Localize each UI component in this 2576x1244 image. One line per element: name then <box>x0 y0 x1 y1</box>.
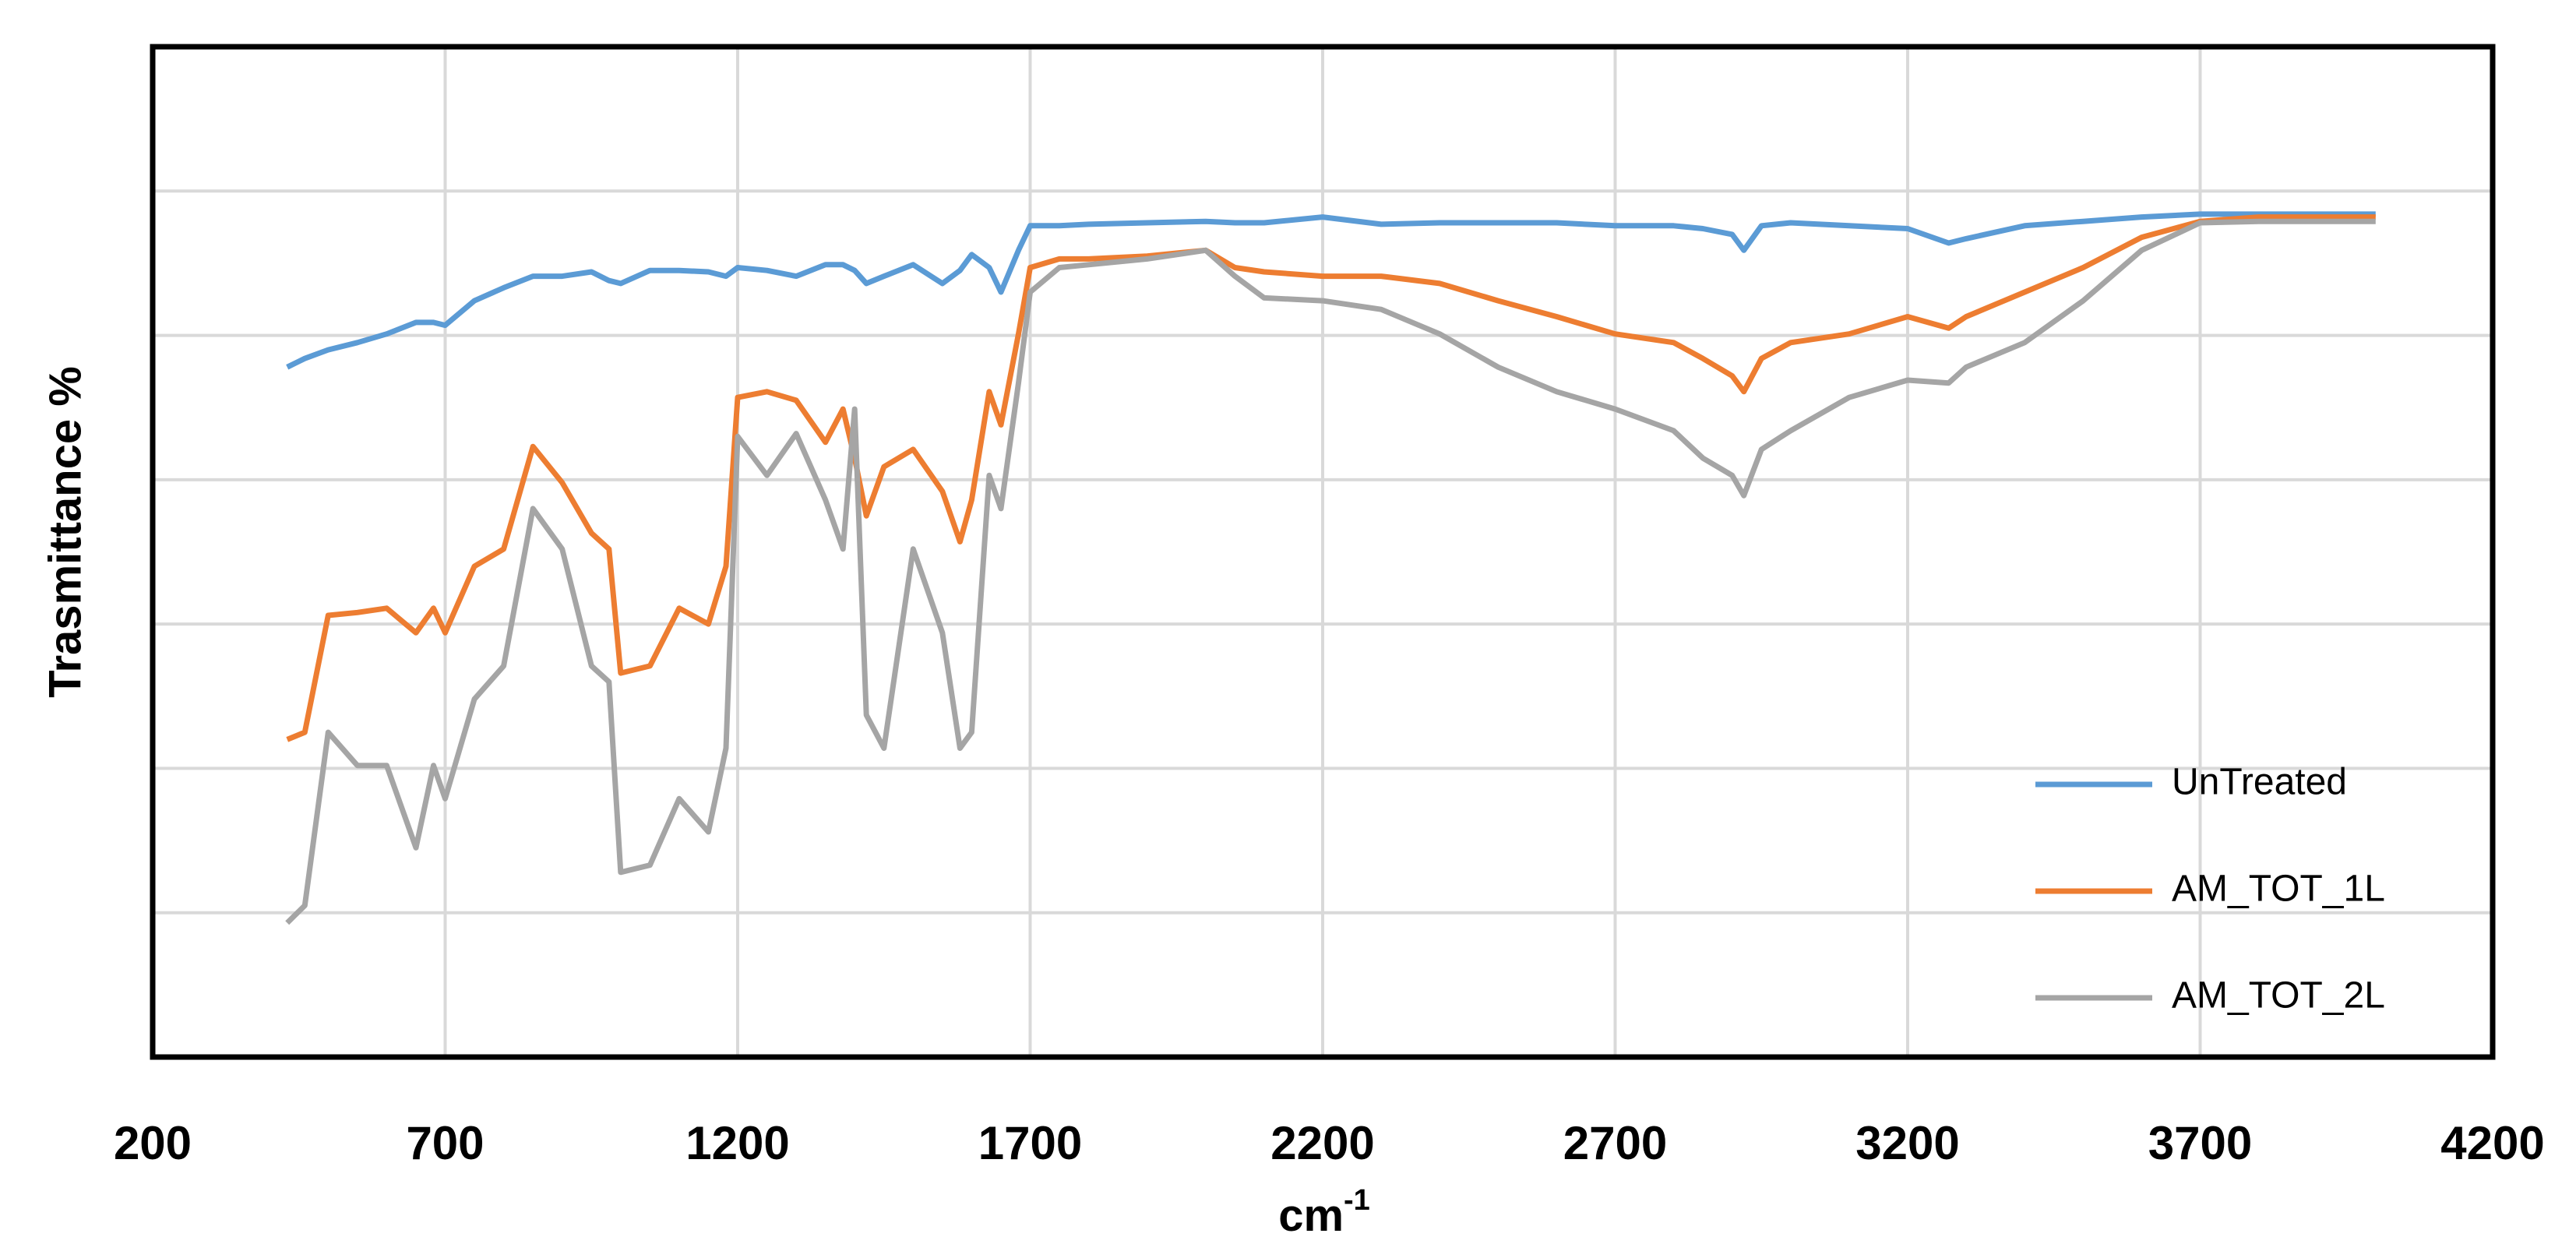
x-tick-label: 3200 <box>1855 1117 1959 1169</box>
x-tick-label: 4200 <box>2440 1117 2544 1169</box>
plot-frame <box>150 44 2496 1060</box>
x-tick-label: 2700 <box>1563 1117 1667 1169</box>
legend-label: AM_TOT_2L <box>2172 975 2385 1017</box>
y-axis-title: Trasmittance % <box>40 366 90 698</box>
x-axis-title: cm-1 <box>1278 1184 1370 1241</box>
x-tick-label: 2200 <box>1270 1117 1374 1169</box>
x-tick-label: 200 <box>114 1117 192 1169</box>
series-line <box>286 214 2376 742</box>
x-tick-label: 3700 <box>2148 1117 2252 1169</box>
x-tick-label: 700 <box>406 1117 484 1169</box>
x-axis-title-base: cm <box>1278 1190 1344 1241</box>
series-line <box>285 218 2376 925</box>
legend-label: AM_TOT_1L <box>2172 869 2385 910</box>
x-axis-title-sup: -1 <box>1344 1184 1370 1217</box>
series-line <box>286 211 2376 370</box>
legend-label: UnTreated <box>2172 762 2347 803</box>
x-tick-label: 1700 <box>978 1117 1082 1169</box>
x-tick-label: 1200 <box>685 1117 789 1169</box>
